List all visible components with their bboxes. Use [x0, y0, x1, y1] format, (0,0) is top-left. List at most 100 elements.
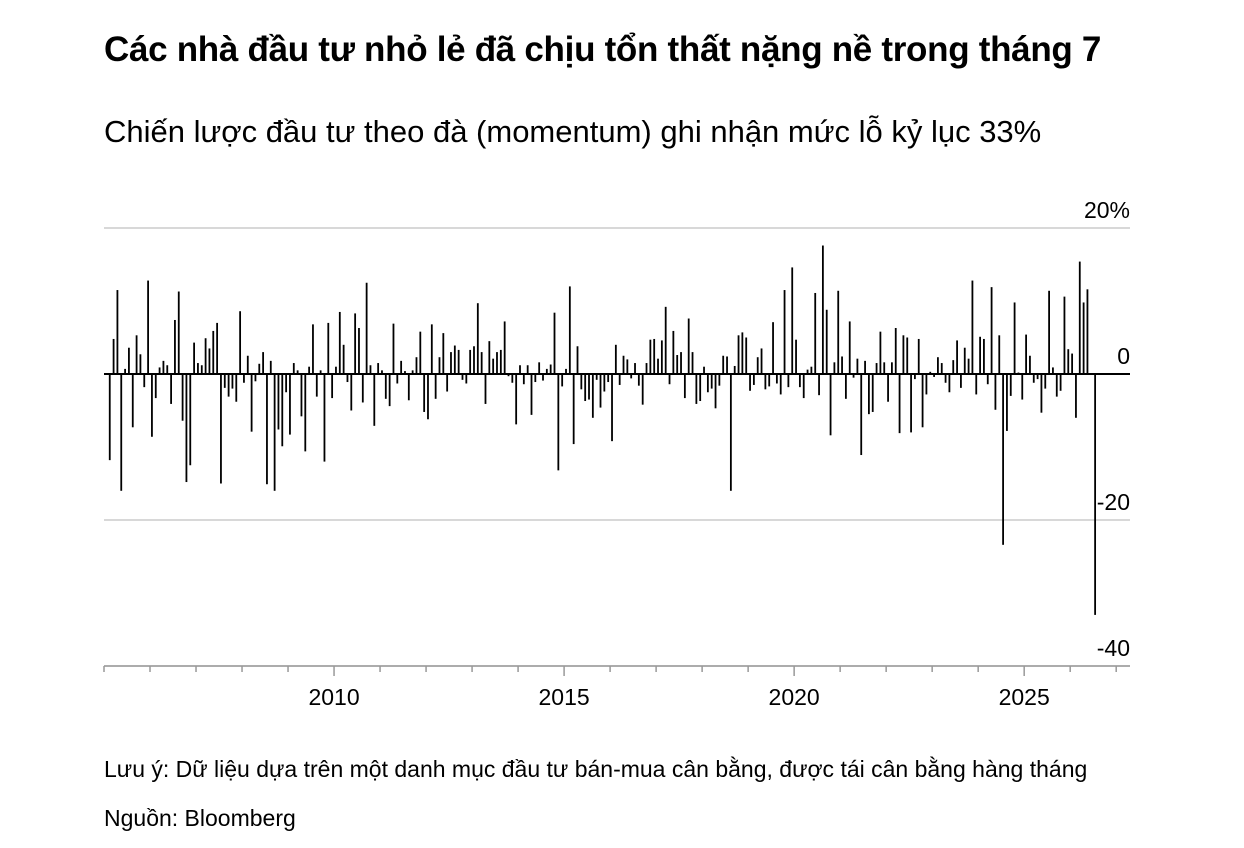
bar — [683, 374, 686, 399]
bar — [384, 374, 387, 399]
bar — [216, 322, 219, 374]
bar — [476, 303, 479, 374]
bar — [795, 339, 797, 374]
bar — [154, 374, 157, 399]
bar — [304, 374, 307, 452]
bar — [630, 374, 633, 379]
bar — [844, 374, 847, 399]
x-tick-label: 2010 — [308, 684, 359, 710]
bar — [864, 360, 866, 374]
bar — [131, 374, 134, 428]
bar — [933, 374, 935, 377]
bar — [588, 374, 590, 400]
bar — [151, 374, 153, 437]
bar — [373, 374, 376, 426]
bar — [1002, 374, 1004, 545]
bar — [281, 374, 284, 447]
bar — [806, 369, 809, 374]
bar — [361, 374, 364, 403]
bar — [910, 374, 912, 433]
bar — [641, 374, 644, 405]
bar — [1009, 374, 1012, 396]
bar — [871, 374, 874, 412]
bar — [737, 335, 740, 374]
bar — [967, 358, 970, 374]
bar — [1094, 374, 1097, 615]
bar — [1086, 289, 1089, 374]
bar — [561, 374, 564, 387]
bar — [538, 362, 541, 374]
bar — [296, 370, 299, 374]
bar — [672, 330, 675, 374]
bar — [779, 374, 782, 395]
bar — [818, 374, 820, 396]
bar — [1082, 302, 1085, 374]
bar — [289, 374, 291, 435]
bar — [469, 349, 472, 374]
chart-note: Lưu ý: Dữ liệu dựa trên một danh mục đầu… — [104, 756, 1088, 782]
bar — [825, 309, 828, 374]
bar — [177, 291, 180, 374]
bar — [1059, 374, 1062, 391]
bar — [714, 374, 717, 409]
bar — [729, 374, 732, 491]
bar — [741, 332, 744, 374]
bar — [787, 374, 790, 388]
bar — [116, 290, 119, 374]
bar — [530, 374, 533, 415]
bar — [427, 374, 429, 420]
bar — [618, 374, 621, 385]
bar — [718, 374, 721, 386]
bar — [1078, 261, 1081, 374]
bar — [963, 347, 966, 374]
bar — [193, 342, 195, 374]
bar — [381, 370, 383, 374]
bar — [572, 374, 575, 445]
bar — [1052, 367, 1054, 374]
y-tick-label: 0 — [1117, 343, 1130, 369]
bar — [703, 366, 705, 374]
bar — [507, 374, 510, 377]
bar — [1040, 374, 1043, 413]
bar — [925, 374, 928, 395]
bar — [576, 346, 579, 374]
bar — [894, 328, 897, 374]
bar — [404, 371, 406, 374]
bar — [315, 374, 318, 397]
bar — [668, 374, 671, 385]
bar — [1063, 296, 1066, 374]
bar — [680, 352, 682, 374]
bar — [243, 374, 245, 383]
bar — [189, 374, 192, 466]
bar — [868, 374, 870, 415]
bar — [653, 338, 656, 374]
bar-layer — [108, 245, 1097, 615]
bar — [292, 363, 295, 374]
bar — [392, 323, 395, 374]
bar — [407, 374, 410, 401]
bar — [1075, 374, 1077, 418]
bar — [534, 374, 537, 383]
axis-layer: 20% 0 -20 -40 2010 2015 2020 2025 — [103, 197, 1130, 710]
bar — [841, 356, 843, 374]
bar — [940, 363, 943, 374]
bar — [687, 318, 690, 374]
bar — [396, 374, 399, 384]
bar — [944, 374, 947, 383]
bar — [128, 347, 130, 374]
bar — [331, 374, 334, 399]
bar — [269, 360, 272, 374]
bar — [411, 370, 414, 374]
bar — [1071, 353, 1074, 374]
bar — [415, 357, 418, 374]
page-subtitle: Chiến lược đầu tư theo đà (momentum) ghi… — [104, 114, 1042, 149]
bar — [783, 290, 786, 374]
bar — [212, 330, 215, 374]
bar — [480, 352, 483, 374]
bar — [499, 349, 502, 374]
bar — [756, 357, 759, 374]
bar — [948, 374, 951, 393]
bar — [821, 245, 824, 374]
bar — [917, 338, 920, 374]
bar — [848, 321, 851, 374]
